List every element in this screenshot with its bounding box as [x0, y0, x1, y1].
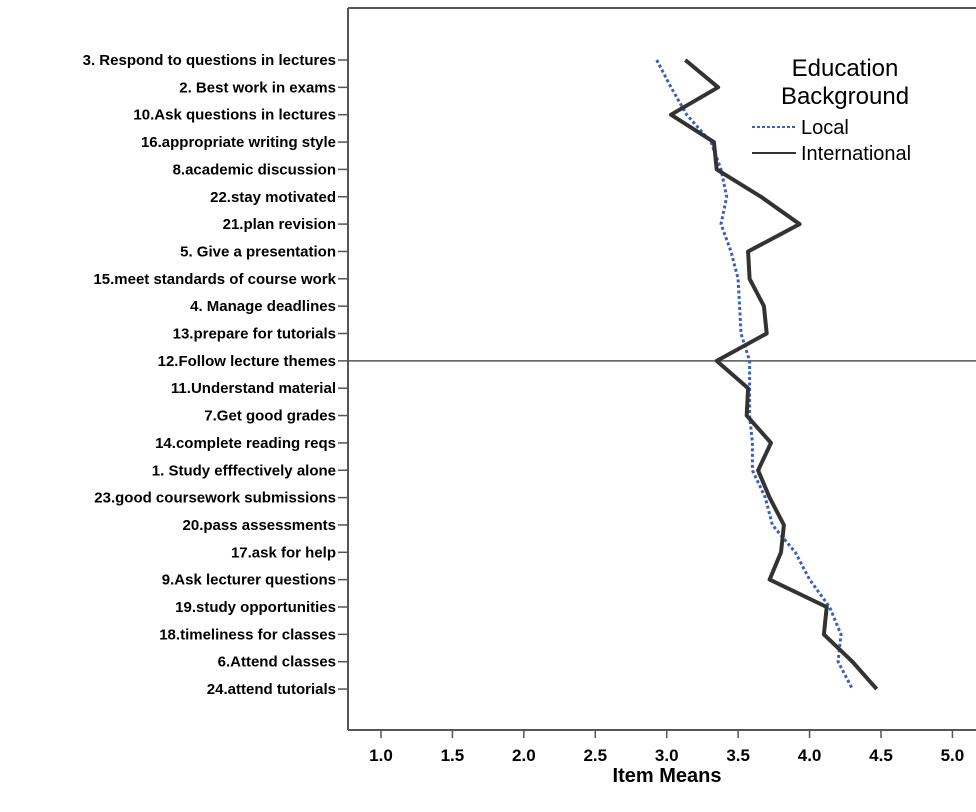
series-layer [655, 58, 879, 691]
category-label: 16.appropriate writing style [141, 134, 336, 151]
category-label: 23.good coursework submissions [94, 490, 336, 507]
category-label: 3. Respond to questions in lectures [83, 52, 336, 69]
category-label: 9.Ask lecturer questions [162, 572, 336, 589]
category-axis-labels: 3. Respond to questions in lectures 2. Be… [83, 52, 348, 698]
x-tick-label: 4.5 [869, 746, 893, 765]
category-label: 19.study opportunities [175, 599, 336, 616]
x-tick-label: 3.0 [655, 746, 679, 765]
category-label: 22.stay motivated [210, 189, 336, 206]
category-label: 5. Give a presentation [180, 243, 336, 260]
category-label: 2. Best work in exams [179, 79, 336, 96]
legend: Education Background Local International [752, 55, 911, 165]
x-tick-label: 4.0 [798, 746, 822, 765]
category-label: 10.Ask questions in lectures [133, 107, 336, 124]
x-tick-label: 2.0 [512, 746, 536, 765]
category-label: 14.complete reading reqs [155, 435, 336, 452]
category-label: 21.plan revision [223, 216, 336, 233]
x-tick-label: 1.5 [441, 746, 465, 765]
series-line-international [669, 58, 879, 691]
category-label: 18.timeliness for classes [159, 626, 336, 643]
series-line-local [655, 59, 854, 690]
x-axis-title: Item Means [613, 765, 722, 787]
legend-label-local: Local [801, 117, 849, 139]
category-label: 7.Get good grades [204, 408, 336, 425]
x-tick-label: 5.0 [941, 746, 965, 765]
category-label: 8.academic discussion [173, 161, 336, 178]
legend-title-line-2: Background [781, 83, 909, 110]
category-label: 1. Study efffectively alone [152, 462, 336, 479]
x-tick-label: 2.5 [583, 746, 607, 765]
x-axis-ticks: 1.0 1.5 2.0 2.5 3.0 3.5 4.0 4.5 5.0 [369, 730, 964, 765]
legend-title-line-1: Education [792, 55, 899, 82]
category-label: 6.Attend classes [218, 654, 336, 671]
legend-label-international: International [801, 143, 911, 165]
category-label: 24.attend tutorials [207, 681, 336, 698]
category-label: 4. Manage deadlines [190, 298, 336, 315]
category-label: 20.pass assessments [183, 517, 336, 534]
category-label: 17.ask for help [231, 544, 336, 561]
x-tick-label: 1.0 [369, 746, 393, 765]
category-label: 13.prepare for tutorials [173, 326, 336, 343]
x-tick-label: 3.5 [726, 746, 750, 765]
category-label: 12.Follow lecture themes [158, 353, 336, 370]
plot-frame [347, 7, 976, 731]
category-label: 11.Understand material [171, 380, 336, 397]
category-label: 15.meet standards of course work [93, 271, 336, 288]
